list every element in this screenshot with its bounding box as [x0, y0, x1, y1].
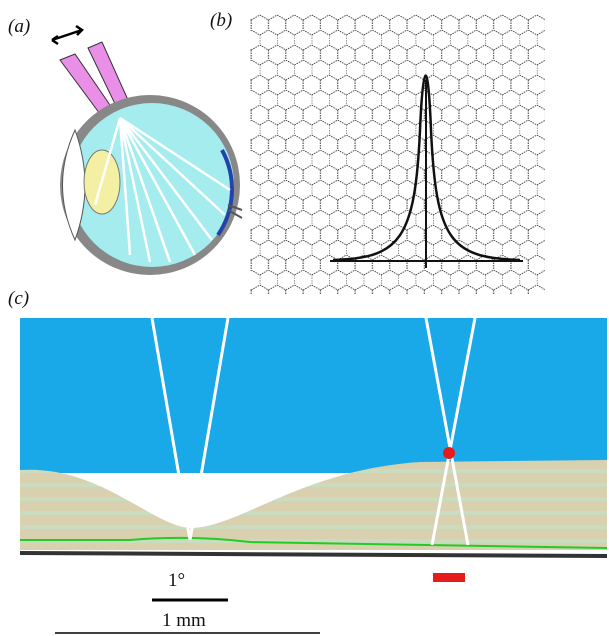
arrow	[52, 26, 82, 44]
panel-label: (a)	[8, 16, 30, 37]
panel-label: (b)	[210, 10, 232, 31]
focus-point	[443, 447, 455, 459]
figure: (a) (b) (c) 1° 1 mm	[0, 0, 609, 636]
vitreous	[20, 318, 607, 473]
retina-layers	[20, 460, 607, 550]
panel-label: (c)	[8, 288, 29, 309]
scale-label: 1 mm	[162, 610, 206, 631]
eye-diagram	[52, 26, 242, 275]
scale-label: 1°	[168, 570, 185, 591]
hex-grid	[250, 14, 545, 294]
blur-extent	[433, 573, 465, 582]
choroid	[20, 553, 607, 556]
